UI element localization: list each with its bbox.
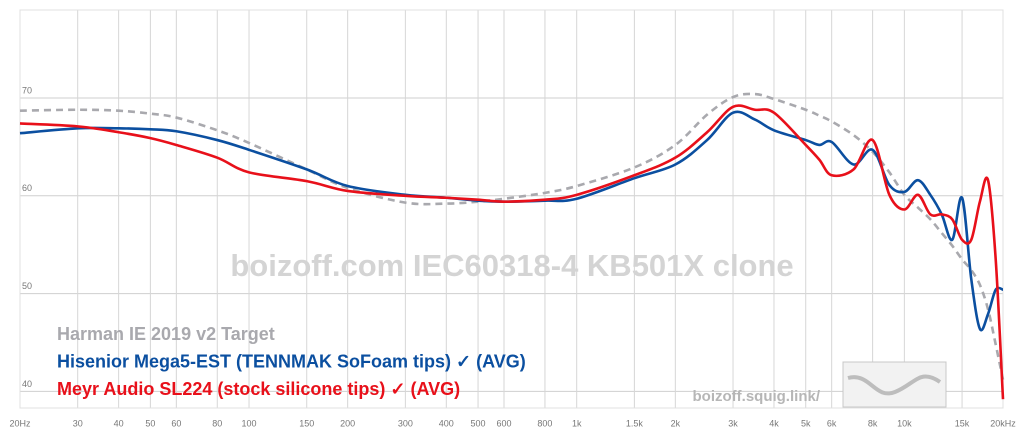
x-tick-label: 300 xyxy=(398,418,413,428)
legend-entry: Meyr Audio SL224 (stock silicone tips) ✓… xyxy=(57,379,460,399)
x-tick-label: 40 xyxy=(114,418,124,428)
x-tick-label: 20kHz xyxy=(990,418,1016,428)
x-tick-label: 600 xyxy=(496,418,511,428)
x-tick-label: 1.5k xyxy=(626,418,644,428)
x-tick-label: 500 xyxy=(471,418,486,428)
x-tick-label: 50 xyxy=(145,418,155,428)
y-tick-label: 50 xyxy=(22,281,32,291)
x-tick-label: 800 xyxy=(537,418,552,428)
x-tick-label: 2k xyxy=(671,418,681,428)
source-link[interactable]: boizoff.squig.link/ xyxy=(693,388,821,405)
series-line xyxy=(19,104,1005,400)
x-tick-label: 80 xyxy=(212,418,222,428)
legend-entry: Hisenior Mega5-EST (TENNMAK SoFoam tips)… xyxy=(57,351,526,371)
series-line xyxy=(19,110,1004,332)
y-tick-label: 60 xyxy=(22,183,32,193)
x-tick-label: 100 xyxy=(242,418,257,428)
x-tick-label: 400 xyxy=(439,418,454,428)
series-line xyxy=(19,92,1005,380)
logo xyxy=(842,361,947,408)
x-tick-label: 5k xyxy=(801,418,811,428)
x-tick-label: 8k xyxy=(868,418,878,428)
y-tick-label: 40 xyxy=(22,379,32,389)
x-tick-label: 6k xyxy=(827,418,837,428)
watermark: boizoff.com IEC60318-4 KB501X clone xyxy=(230,248,793,283)
x-tick-label: 200 xyxy=(340,418,355,428)
x-tick-label: 30 xyxy=(73,418,83,428)
plot-area xyxy=(19,9,1004,409)
x-tick-label: 1k xyxy=(572,418,582,428)
x-tick-label: 60 xyxy=(171,418,181,428)
x-tick-label: 4k xyxy=(769,418,779,428)
legend-entry: Harman IE 2019 v2 Target xyxy=(57,324,275,344)
x-tick-label: 150 xyxy=(299,418,314,428)
x-tick-label: 3k xyxy=(728,418,738,428)
y-tick-label: 70 xyxy=(22,85,32,95)
x-tick-label: 20Hz xyxy=(9,418,31,428)
x-tick-label: 15k xyxy=(955,418,970,428)
x-tick-label: 10k xyxy=(897,418,912,428)
